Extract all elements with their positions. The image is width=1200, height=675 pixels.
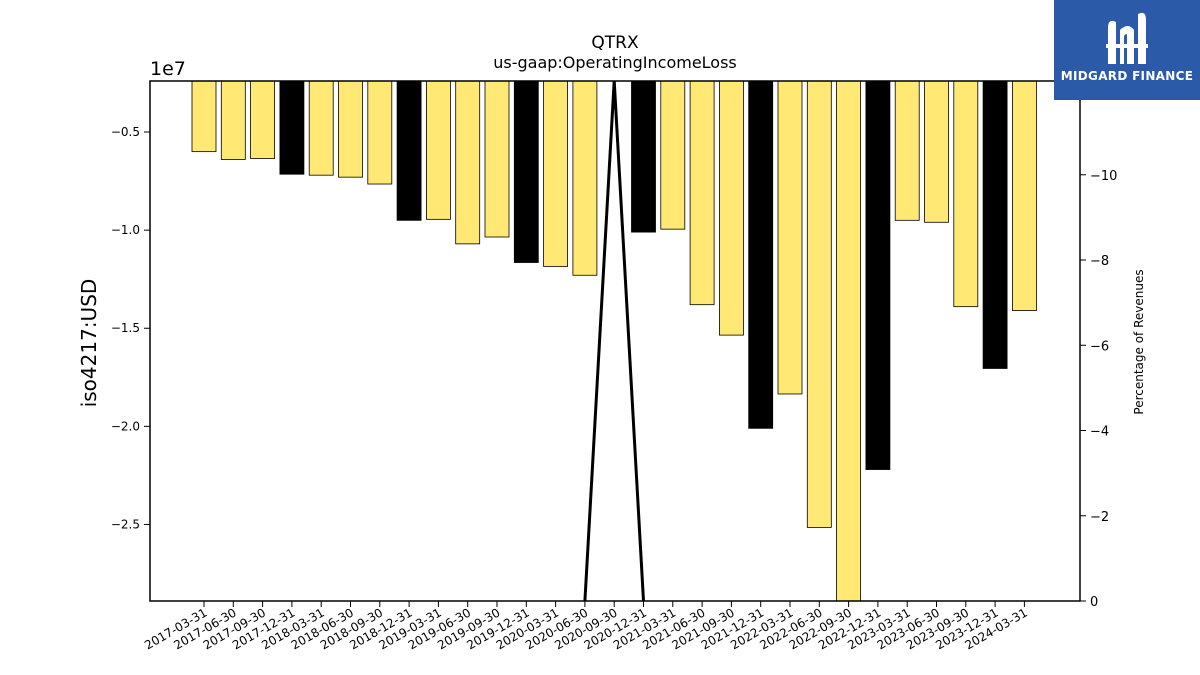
bar-2021-03-31 — [660, 80, 686, 230]
y-axis-label: iso4217:USD — [77, 279, 101, 408]
bar-2017-06-30 — [220, 80, 246, 160]
bar-2018-06-30 — [338, 80, 363, 178]
bar-2022-12-31 — [865, 80, 891, 470]
bar-2017-09-30 — [250, 80, 276, 159]
bar-2019-12-31 — [513, 80, 539, 263]
y2-tick-label: −8 — [1090, 254, 1109, 269]
bar-2020-12-31 — [631, 80, 656, 233]
bar-2020-06-30 — [572, 80, 598, 276]
y2-tick-label: −4 — [1090, 425, 1109, 440]
bar-2022-03-31 — [777, 80, 803, 395]
y2-axis-ticks: −10 −8 −6 −4 −2 0 — [1080, 169, 1117, 610]
bar-group — [191, 80, 1037, 602]
y-axis-ticks: −0.5 −1.0 −1.5 −2.0 −2.5 — [111, 125, 150, 531]
chart-title: QTRX — [591, 33, 639, 53]
y2-tick-label: −6 — [1090, 339, 1109, 354]
bar-2022-06-30 — [806, 80, 832, 528]
midgard-logo-icon — [1106, 12, 1148, 64]
bar-2019-09-30 — [484, 80, 510, 238]
bar-2023-06-30 — [924, 80, 949, 223]
y2-tick-label: −2 — [1090, 510, 1109, 525]
bar-2019-06-30 — [455, 80, 481, 245]
bar-2021-09-30 — [719, 80, 744, 336]
bar-2018-09-30 — [367, 80, 393, 185]
y2-axis-label: Percentage of Revenues — [1132, 269, 1146, 414]
bar-2020-03-31 — [543, 80, 568, 267]
y-tick-label: −2.0 — [111, 419, 140, 433]
chart-subtitle: us-gaap:OperatingIncomeLoss — [493, 53, 737, 72]
bar-2018-03-31 — [308, 80, 334, 176]
bar-2023-03-31 — [894, 80, 920, 221]
bar-2024-03-31 — [1012, 80, 1037, 311]
plot-frame — [149, 80, 1081, 602]
bar-2023-09-30 — [953, 80, 979, 308]
bar-2017-12-31 — [279, 80, 305, 175]
bar-2018-12-31 — [396, 80, 422, 221]
y-tick-label: −2.5 — [111, 517, 140, 531]
bar-2023-12-31 — [982, 80, 1008, 369]
y2-tick-label: 0 — [1090, 595, 1098, 610]
bar-2019-03-31 — [425, 80, 451, 220]
logo-badge: MIDGARD FINANCE — [1054, 0, 1200, 100]
y-tick-label: −1.5 — [111, 321, 140, 335]
y-offset-label: 1e7 — [150, 58, 186, 80]
x-axis-ticks: 2017-03-312017-06-302017-09-302017-12-31… — [142, 601, 1030, 652]
y2-tick-label: −10 — [1090, 169, 1117, 184]
bar-2021-06-30 — [689, 80, 715, 306]
bar-2021-12-31 — [748, 80, 774, 429]
y-tick-label: −0.5 — [111, 125, 140, 139]
y-tick-label: −1.0 — [111, 223, 140, 237]
bar-2022-09-30 — [836, 80, 861, 602]
bar-2017-03-31 — [191, 80, 217, 153]
logo-text: MIDGARD FINANCE — [1060, 69, 1194, 83]
